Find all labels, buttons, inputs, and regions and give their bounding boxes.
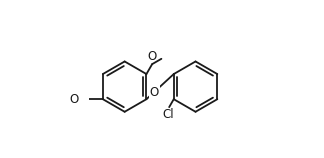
Text: O: O [70,93,79,106]
Text: O: O [149,86,159,99]
Text: Cl: Cl [163,108,174,121]
Text: O: O [147,50,157,63]
